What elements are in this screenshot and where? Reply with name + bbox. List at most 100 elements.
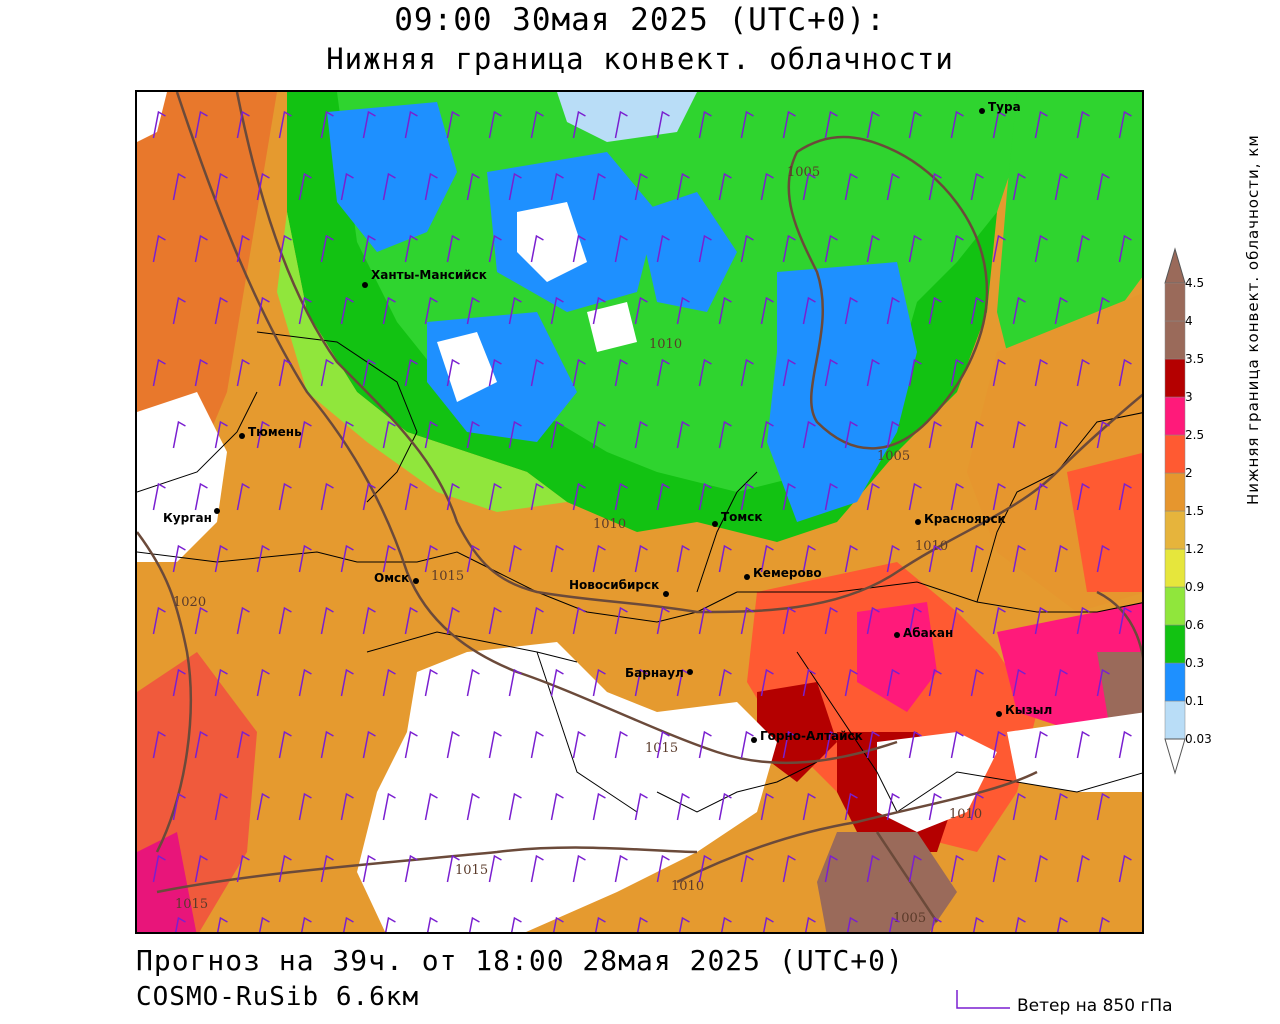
wind-barb: [194, 606, 208, 635]
wind-barb: [656, 482, 670, 511]
wind-barb: [172, 172, 186, 201]
wind-barb: [256, 668, 270, 697]
colorbar-cell: [1164, 434, 1186, 474]
wind-barb: [1014, 916, 1026, 932]
wind-barb: [740, 730, 754, 759]
wind-barb: [824, 482, 838, 511]
wind-barb: [404, 358, 418, 387]
wind-barb: [950, 482, 964, 511]
wind-barb: [236, 730, 250, 759]
isobar-label: 1015: [175, 897, 208, 912]
wind-barb: [928, 792, 942, 821]
wind-barb: [886, 792, 900, 821]
city-krasnoyarsk: Красноярск: [924, 512, 1006, 526]
wind-barb: [886, 420, 900, 449]
wind-barb: [488, 234, 502, 263]
wind-barb: [446, 358, 460, 387]
isobar-label: 1005: [877, 449, 910, 464]
wind-barb: [278, 482, 292, 511]
wind-barb: [614, 854, 628, 883]
wind-barb: [298, 792, 312, 821]
forecast-map[interactable]: 1005 1010 1005 1010 1015 1020 1010 1015 …: [135, 90, 1144, 934]
wind-barb: [258, 916, 270, 932]
wind-barb: [320, 234, 334, 263]
wind-barb: [340, 792, 354, 821]
wind-barb: [698, 234, 712, 263]
isobar-label: 1010: [915, 539, 948, 554]
wind-barb: [1054, 172, 1068, 201]
wind-barb: [656, 606, 670, 635]
wind-barb: [928, 172, 942, 201]
wind-barb: [342, 916, 354, 932]
wind-barb: [1056, 916, 1068, 932]
wind-barb: [278, 730, 292, 759]
wind-barb: [614, 234, 628, 263]
wind-barb: [424, 172, 438, 201]
wind-barb: [782, 110, 796, 139]
wind-barb: [866, 730, 880, 759]
wind-barb: [214, 172, 228, 201]
wind-barb: [718, 792, 732, 821]
wind-barb: [908, 234, 922, 263]
wind-barb: [508, 792, 522, 821]
wind-barb: [1076, 482, 1090, 511]
city-kyzyl: Кызыл: [1005, 703, 1052, 717]
city-novosibirsk: Новосибирск: [569, 578, 659, 592]
wind-barb: [656, 234, 670, 263]
wind-barb: [908, 730, 922, 759]
wind-barb: [1034, 606, 1048, 635]
wind-barb: [362, 358, 376, 387]
wind-barb: [950, 110, 964, 139]
colorbar: [1164, 247, 1186, 775]
wind-barb: [278, 234, 292, 263]
wind-barb: [886, 544, 900, 573]
model-name: COSMO-RuSib 6.6км: [136, 982, 420, 1012]
wind-barb: [446, 606, 460, 635]
wind-barb: [446, 110, 460, 139]
wind-barb: [1054, 668, 1068, 697]
wind-barb: [278, 854, 292, 883]
wind-barb: [1076, 854, 1090, 883]
wind-barb: [572, 358, 586, 387]
wind-barb: [802, 172, 816, 201]
wind-barb: [1096, 172, 1110, 201]
isobar-label: 1010: [671, 879, 704, 894]
wind-barb: [970, 792, 984, 821]
wind-barb: [572, 730, 586, 759]
wind-barb: [782, 234, 796, 263]
wind-barb: [488, 730, 502, 759]
wind-barb: [1012, 296, 1026, 325]
wind-barb: [508, 544, 522, 573]
wind-barb: [488, 110, 502, 139]
wind-barb: [550, 792, 564, 821]
wind-barb: [320, 854, 334, 883]
wind-barb: [866, 234, 880, 263]
wind-barb: [550, 420, 564, 449]
wind-barb: [1012, 172, 1026, 201]
wind-barb: [572, 482, 586, 511]
wind-barb: [592, 544, 606, 573]
colorbar-tick-label: 0.03: [1185, 732, 1212, 746]
wind-barb: [678, 916, 690, 932]
wind-barb: [824, 110, 838, 139]
wind-barb: [928, 544, 942, 573]
wind-barb: [404, 854, 418, 883]
wind-barb: [152, 234, 166, 263]
wind-barb: [530, 358, 544, 387]
wind-barb: [1034, 482, 1048, 511]
wind-barb: [488, 358, 502, 387]
wind-barb: [844, 668, 858, 697]
wind-barb: [676, 172, 690, 201]
colorbar-cell: [1164, 358, 1186, 398]
wind-barb: [1096, 420, 1110, 449]
colorbar-cell: [1164, 320, 1186, 360]
wind-barb: [928, 420, 942, 449]
wind-barb: [718, 296, 732, 325]
wind-barb: [636, 916, 648, 932]
isobar-label: 1015: [431, 569, 464, 584]
wind-barb: [950, 358, 964, 387]
wind-barb: [424, 296, 438, 325]
wind-barb: [1118, 606, 1132, 635]
map-title-time: 09:00 30мая 2025 (UTC+0):: [394, 2, 886, 38]
wind-barb: [720, 916, 732, 932]
